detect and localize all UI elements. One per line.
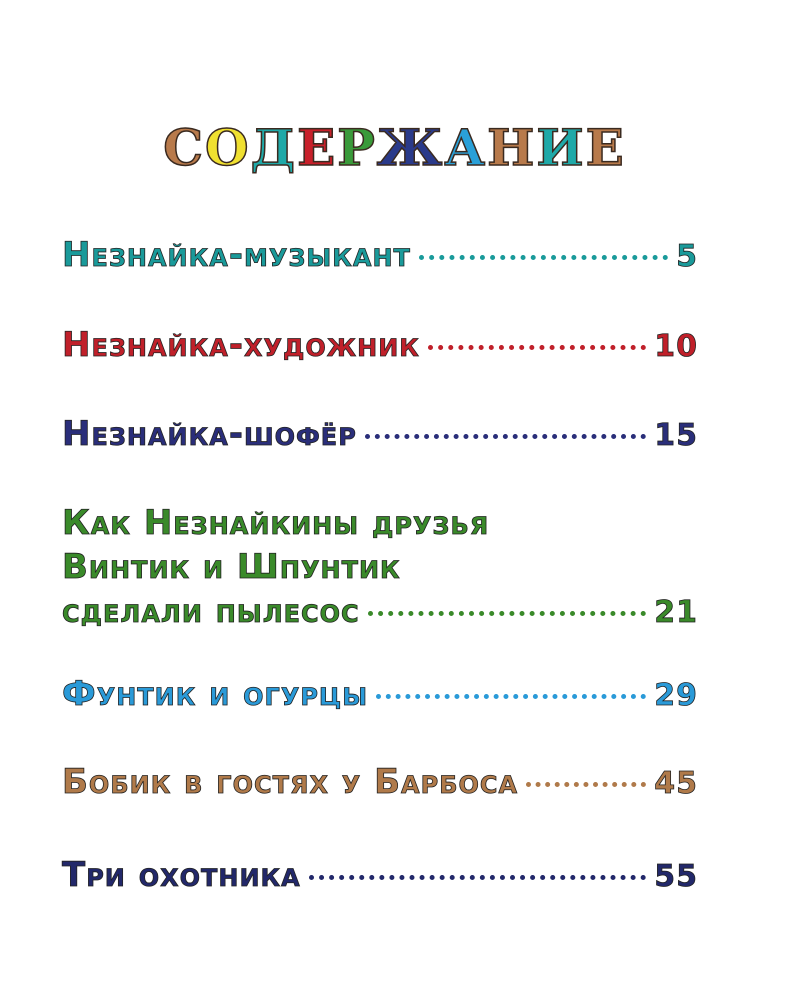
toc-entry[interactable]: Фунтик и огурцы 29 xyxy=(62,674,698,715)
title-letter: Ж xyxy=(376,117,445,178)
title-letter: И xyxy=(536,117,586,178)
toc-page-number: 21 xyxy=(654,595,698,631)
toc-page-number: 55 xyxy=(654,859,698,895)
toc-entry-title: Три охотника xyxy=(62,855,301,896)
toc-entry[interactable]: Незнайка-художник 10 xyxy=(62,325,698,366)
toc-entry-title-line: Как Незнайкины друзья xyxy=(62,503,490,544)
dot-leader xyxy=(367,611,647,616)
toc-entry[interactable]: Незнайка-шофёр 15 xyxy=(62,414,698,455)
toc-entry-title: сделали пылесос xyxy=(62,591,360,632)
toc-page-number: 45 xyxy=(654,766,698,802)
title-letter: Н xyxy=(486,117,537,178)
title-letter: Д xyxy=(250,117,298,178)
toc-entry[interactable]: Три охотника 55 xyxy=(62,855,698,896)
title-letter: Е xyxy=(585,117,626,178)
toc-entry-title-line: Винтик и Шпунтик xyxy=(62,547,401,588)
title-letter: О xyxy=(204,117,251,178)
toc-entry-title: Незнайка-музыкант xyxy=(62,235,411,276)
title-letter: А xyxy=(444,117,488,178)
toc-entry[interactable]: Незнайка-музыкант 5 xyxy=(62,235,698,276)
dot-leader xyxy=(427,345,647,350)
toc-page-number: 29 xyxy=(654,678,698,714)
dot-leader xyxy=(376,694,647,699)
dot-leader xyxy=(418,255,669,260)
toc-entry-title: Фунтик и огурцы xyxy=(62,674,369,715)
toc-entry[interactable]: Как Незнайкины друзья Винтик и Шпунтик сде… xyxy=(62,503,698,632)
dot-leader xyxy=(308,875,647,880)
dot-leader xyxy=(526,782,647,787)
toc-page-number: 15 xyxy=(654,418,698,454)
toc-page-number: 5 xyxy=(676,239,698,275)
toc-entry-title: Незнайка-художник xyxy=(62,325,420,366)
title-letter: Р xyxy=(336,117,377,178)
toc-entry-title: Незнайка-шофёр xyxy=(62,414,357,455)
toc-page-number: 10 xyxy=(654,329,698,365)
toc-entry[interactable]: Бобик в гостях у Барбоса 45 xyxy=(62,762,698,803)
title-letter: Е xyxy=(296,117,338,178)
page-title: СОДЕРЖАНИЕ xyxy=(0,117,789,178)
dot-leader xyxy=(364,434,647,439)
toc-entry-title: Бобик в гостях у Барбоса xyxy=(62,762,519,803)
title-letter: С xyxy=(162,117,206,178)
